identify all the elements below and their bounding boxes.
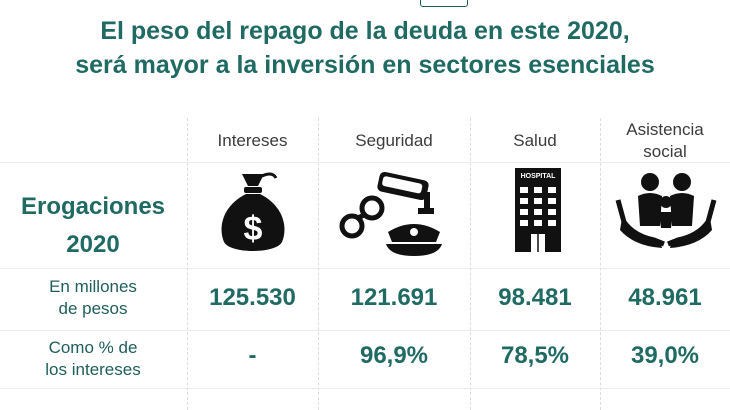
hospital-sign: HOSPITAL xyxy=(521,173,557,180)
page-title: El peso del repago de la deuda en este 2… xyxy=(0,14,730,82)
column-divider xyxy=(318,118,319,410)
value-seguridad-pct: 96,9% xyxy=(359,342,429,369)
column-header-intereses: Intereses xyxy=(217,131,288,150)
row-label-line-2: de pesos xyxy=(58,299,128,318)
row-divider xyxy=(0,268,730,269)
security-icon xyxy=(339,171,442,256)
top-tab-decoration xyxy=(420,0,468,7)
row-header-erogaciones: Erogaciones 2020 xyxy=(0,188,186,264)
column-header-seguridad: Seguridad xyxy=(355,131,433,150)
column-divider xyxy=(600,118,601,410)
row-divider xyxy=(0,162,730,163)
column-divider xyxy=(470,118,471,410)
column-divider xyxy=(187,118,188,410)
title-line-1: El peso del repago de la deuda en este 2… xyxy=(100,17,630,45)
value-asistencia-pct: 39,0% xyxy=(630,342,700,369)
police-cap-icon xyxy=(386,224,442,256)
value-salud-pct: 78,5% xyxy=(500,342,570,369)
camera-icon xyxy=(377,171,434,214)
row-header-label: Erogaciones xyxy=(20,193,166,220)
value-asistencia-millones: 48.961 xyxy=(628,284,702,311)
column-header-line-2: social xyxy=(643,142,687,161)
hospital-icon: HOSPITAL xyxy=(515,168,561,252)
value-seguridad-millones: 121.691 xyxy=(350,284,438,311)
title-line-2: será mayor a la inversión en sectores es… xyxy=(75,51,655,79)
value-salud-millones: 98.481 xyxy=(498,284,572,311)
svg-text:$: $ xyxy=(244,210,263,248)
money-bag-icon: $ xyxy=(221,172,285,251)
column-header-line-1: Asistencia xyxy=(626,120,704,139)
row-header-year: 2020 xyxy=(66,231,120,258)
row-label-line-1: En millones xyxy=(49,277,137,296)
row-divider xyxy=(0,330,730,331)
row-label-porcentaje: Como % de los intereses xyxy=(0,337,186,381)
family-care-icon xyxy=(615,173,717,248)
handcuffs-icon xyxy=(339,195,385,239)
value-intereses-millones: 125.530 xyxy=(209,284,296,311)
row-label-line-1: Como % de xyxy=(48,338,138,357)
row-divider xyxy=(0,388,730,389)
row-label-line-2: los intereses xyxy=(45,360,141,379)
value-intereses-pct: - xyxy=(248,342,257,369)
column-header-asistencia-social: Asistencia social xyxy=(600,119,730,163)
column-header-salud: Salud xyxy=(513,131,557,150)
row-label-millones: En millones de pesos xyxy=(0,276,186,320)
